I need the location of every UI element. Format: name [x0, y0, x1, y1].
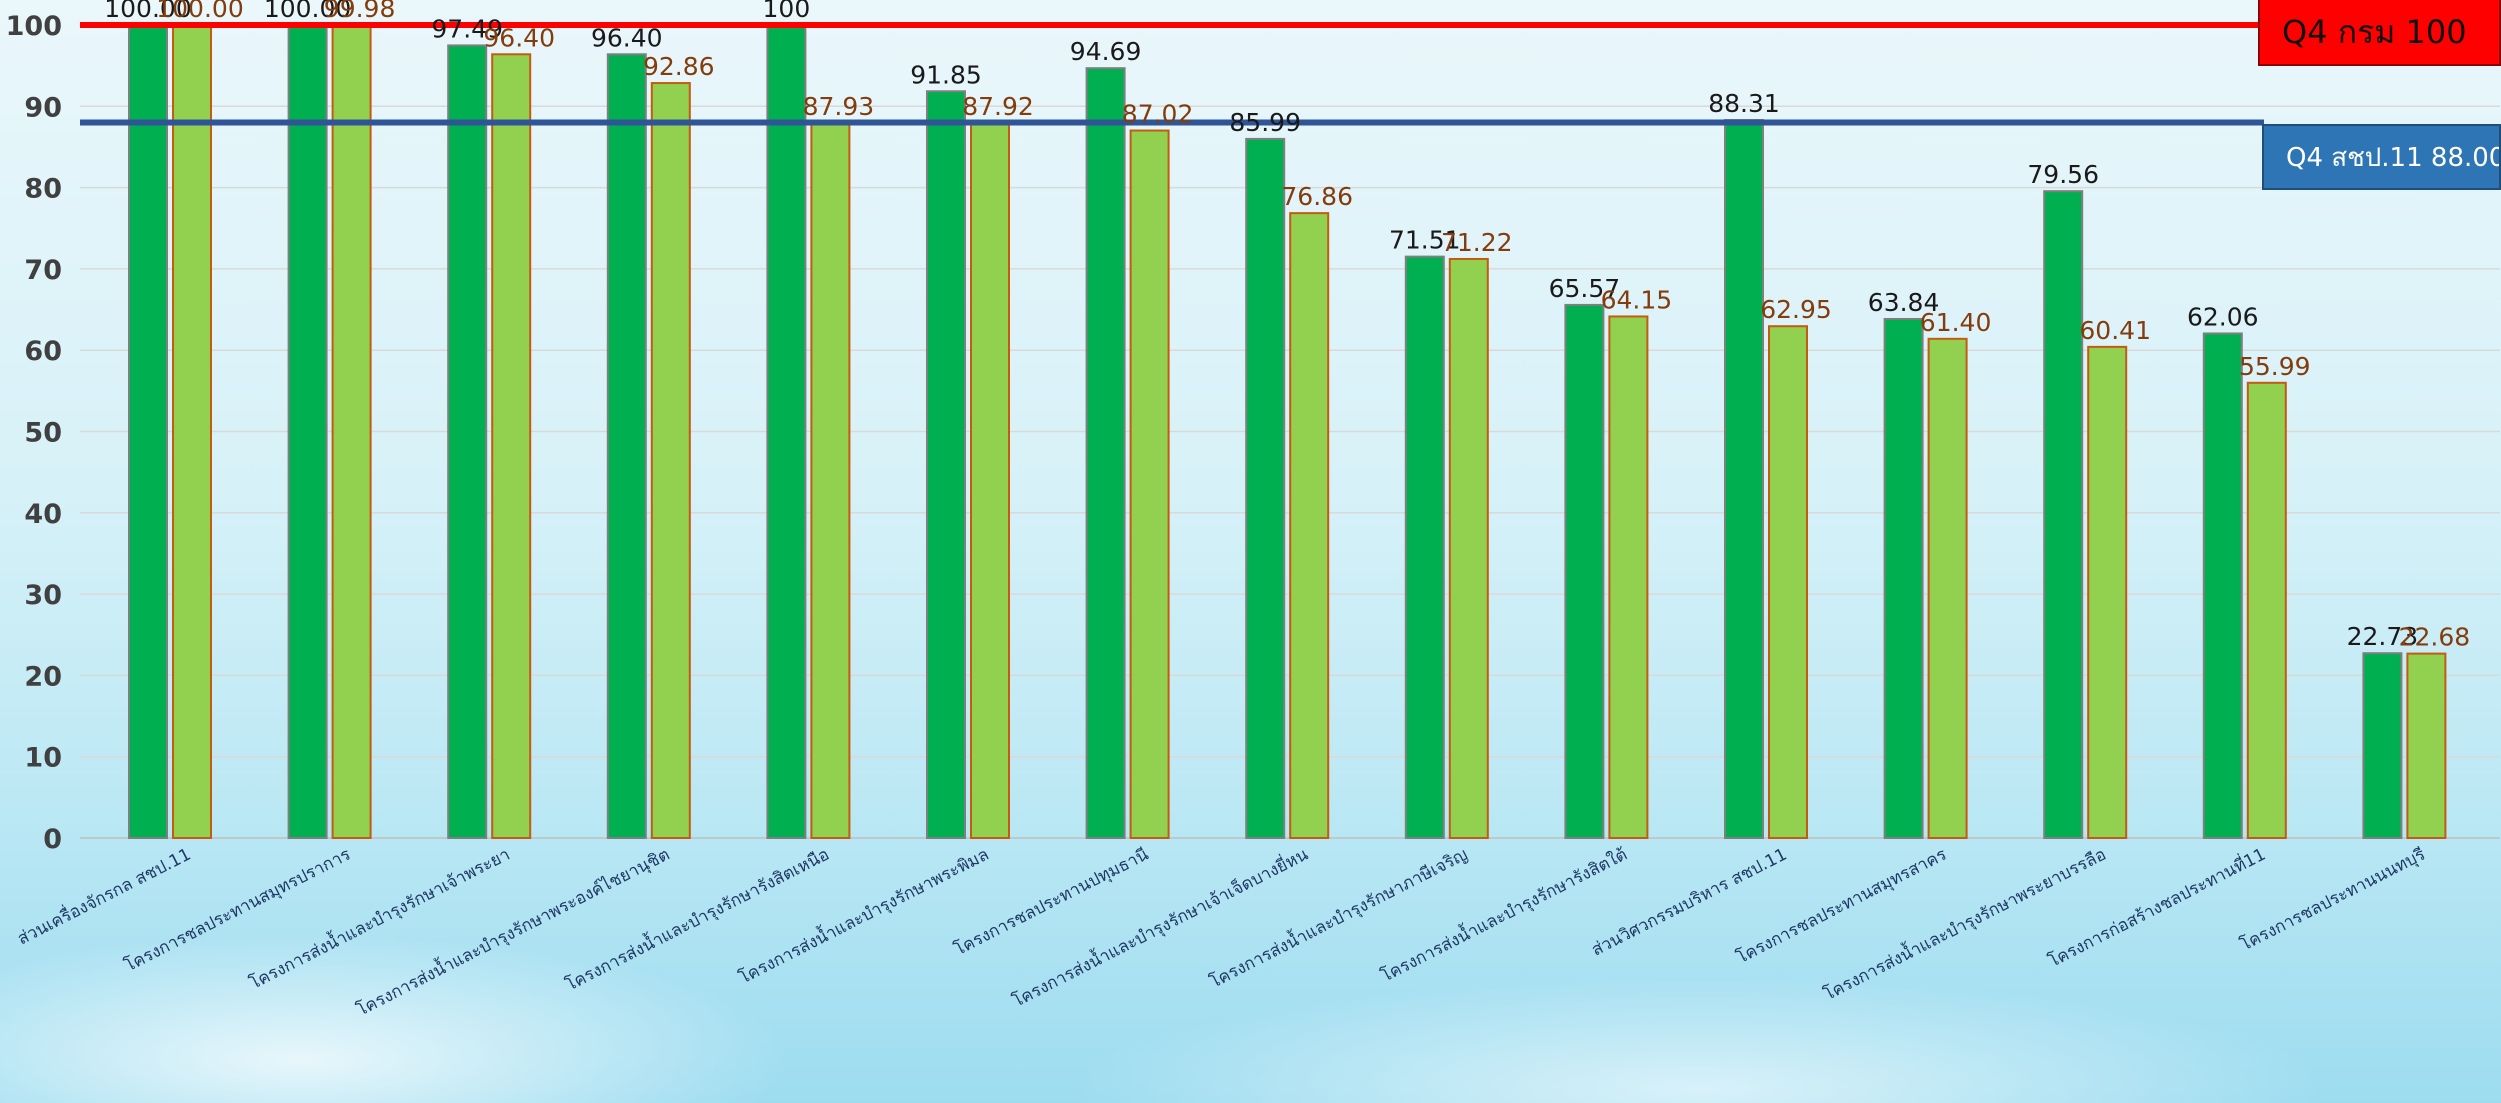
x-category-label-2: โครงการส่งน้ำและบำรุงรักษาเจ้าพระยา [245, 842, 513, 994]
data-label-series2-4: 87.93 [803, 92, 875, 121]
bar-series2-14 [2406, 652, 2447, 839]
data-label-series1-8: 71.51 [1389, 226, 1461, 255]
data-label-series1-14: 22.73 [2347, 622, 2419, 651]
y-tick-label-20: 20 [24, 661, 62, 692]
data-label-series2-13: 55.99 [2239, 352, 2311, 381]
data-label-series2-3: 92.86 [643, 52, 715, 81]
data-label-series2-8: 71.22 [1441, 228, 1513, 257]
data-label-series1-11: 63.84 [1868, 288, 1940, 317]
bar-series1-3 [606, 53, 647, 839]
bar-series1-9 [1564, 303, 1605, 839]
bar-series2-6 [1129, 129, 1170, 839]
bar-series1-10 [1724, 119, 1764, 840]
y-tick-label-90: 90 [24, 92, 62, 123]
bar-series2-9 [1608, 315, 1649, 839]
y-tick-label-70: 70 [24, 255, 62, 286]
data-label-series1-7: 85.99 [1229, 108, 1301, 137]
bar-series2-8 [1448, 257, 1489, 840]
data-label-series1-2: 97.49 [431, 14, 503, 43]
data-label-series1-1: 100.00 [264, 0, 351, 23]
data-label-series2-6: 87.02 [1122, 100, 1194, 129]
data-label-series1-4: 100 [763, 0, 811, 23]
x-category-label-5: โครงการส่งน้ำและบำรุงรักษาพระพิมล [735, 842, 993, 988]
bar-series2-3 [650, 82, 691, 839]
x-category-label-8: โครงการส่งน้ำและบำรุงรักษาภาษีเจริญ [1205, 842, 1471, 993]
data-label-series2-1: 99.98 [324, 0, 396, 23]
y-tick-label-60: 60 [24, 336, 62, 367]
bar-series1-11 [1883, 317, 1924, 840]
y-tick-label-100: 100 [6, 11, 62, 42]
bar-series2-2 [491, 53, 532, 839]
bar-series1-13 [2202, 332, 2243, 839]
y-tick-label-40: 40 [24, 499, 62, 530]
data-label-series1-6: 94.69 [1070, 37, 1142, 66]
bar-series1-8 [1404, 255, 1445, 839]
data-label-series2-12: 60.41 [2079, 316, 2151, 345]
data-label-series2-5: 87.92 [962, 92, 1034, 121]
y-axis-tick-labels: 0 10 20 30 40 50 60 70 80 90 100 [6, 11, 62, 855]
data-label-series1-13: 62.06 [2187, 302, 2259, 331]
x-category-label-7: โครงการส่งน้ำและบำรุงรักษาเจ้าเจ็ดบางยี่… [1008, 842, 1312, 1012]
reference-label-department-target: Q4 กรม 100 [2258, 0, 2501, 66]
x-category-label-4: โครงการส่งน้ำและบำรุงรักษารังสิตเหนือ [561, 842, 832, 995]
bar-series1-0 [128, 24, 168, 839]
bar-series2-12 [2087, 345, 2128, 839]
data-label-series1-9: 65.57 [1549, 274, 1621, 303]
y-tick-label-80: 80 [24, 174, 62, 205]
bar-series1-2 [447, 44, 488, 839]
data-label-series1-12: 79.56 [2027, 160, 2099, 189]
y-tick-label-10: 10 [24, 743, 62, 774]
bar-series1-12 [2043, 190, 2084, 840]
bar-series2-10 [1768, 325, 1808, 839]
data-label-series2-0: 100.00 [156, 0, 243, 23]
x-axis-category-labels: ส่วนเครื่องจักรกล สชป.11โครงการชลประทานส… [13, 842, 2429, 1021]
y-tick-label-50: 50 [24, 418, 62, 449]
x-category-label-12: โครงการส่งน้ำและบำรุงรักษาพระยาบรรลือ [1819, 842, 2109, 1005]
bar-series1-14 [2362, 652, 2403, 839]
bar-series2-4 [810, 122, 851, 840]
data-label-series2-7: 76.86 [1281, 182, 1353, 211]
bar-series2-1 [331, 24, 372, 840]
x-category-label-9: โครงการส่งน้ำและบำรุงรักษารังสิตใต้ [1377, 842, 1631, 987]
y-tick-label-30: 30 [24, 580, 62, 611]
y-tick-label-0: 0 [43, 824, 62, 855]
x-category-label-3: โครงการส่งน้ำและบำรุงรักษาพระองค์ไชยานุช… [352, 842, 673, 1021]
data-label-series1-5: 91.85 [910, 60, 982, 89]
data-label-series2-9: 64.15 [1601, 285, 1673, 314]
data-label-series2-14: 22.68 [2399, 623, 2471, 652]
bar-series1-7 [1245, 137, 1286, 839]
bar-series1-1 [287, 24, 328, 839]
x-category-label-0: ส่วนเครื่องจักรกล สชป.11 [13, 842, 194, 949]
bar-series2-13 [2246, 381, 2287, 839]
bar-series2-0 [172, 24, 212, 839]
reference-lines [80, 22, 2264, 126]
bar-series1-4 [766, 24, 807, 839]
bar-series1-6 [1085, 67, 1126, 840]
data-label-series2-11: 61.40 [1920, 308, 1992, 337]
data-label-series1-0: 100.00 [104, 0, 191, 23]
bar-series1-5 [926, 90, 966, 839]
reference-label-regional-target: Q4 สชป.11 88.00 [2262, 124, 2501, 190]
bar-series2-7 [1289, 212, 1330, 840]
data-label-series1-10: 88.31 [1708, 89, 1780, 118]
data-label-series2-10: 62.95 [1760, 295, 1832, 324]
bar-series2-5 [970, 122, 1010, 840]
bar-series2-11 [1927, 337, 1968, 839]
data-label-series2-2: 96.40 [483, 23, 555, 52]
bars [128, 24, 2447, 840]
data-label-series1-3: 96.40 [591, 23, 663, 52]
